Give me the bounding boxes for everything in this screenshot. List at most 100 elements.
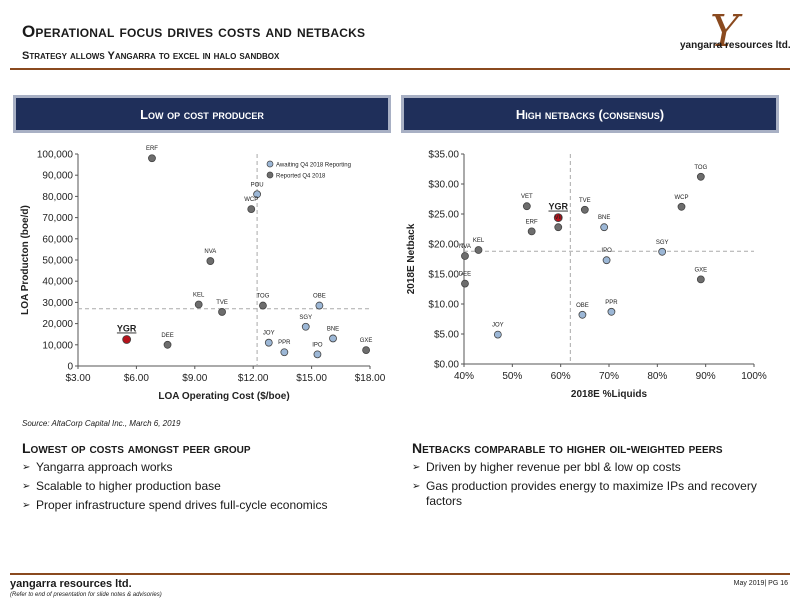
data-label-tve: TVE bbox=[216, 300, 228, 306]
y-tick-label: 90,000 bbox=[42, 171, 73, 182]
right-section-title: Netbacks comparable to higher oil-weight… bbox=[412, 440, 723, 456]
list-item: ➢ Proper infrastructure spend drives full… bbox=[22, 498, 328, 512]
x-tick-label: 60% bbox=[551, 371, 571, 382]
data-label-ygr: YGR bbox=[548, 202, 568, 212]
data-point-obe bbox=[578, 310, 587, 319]
data-point-dee bbox=[163, 340, 172, 349]
x-tick-label: $15.00 bbox=[296, 373, 327, 384]
x-axis-title: 2018E %Liquids bbox=[571, 389, 648, 400]
data-label-joy: JOY bbox=[492, 323, 504, 329]
data-point-tog bbox=[696, 172, 705, 181]
data-label-wcp: WCP bbox=[244, 197, 258, 203]
data-point-nva bbox=[206, 257, 215, 265]
x-tick-label: 70% bbox=[599, 371, 619, 382]
x-tick-label: 100% bbox=[741, 371, 767, 382]
legend-label: Awaiting Q4 2018 Reporting bbox=[276, 163, 351, 169]
y-tick-label: 0 bbox=[67, 362, 73, 373]
data-point-joy bbox=[493, 330, 502, 339]
y-tick-label: $30.00 bbox=[428, 180, 459, 191]
y-tick-label: 60,000 bbox=[42, 234, 73, 245]
x-tick-label: 40% bbox=[454, 371, 474, 382]
data-point-bne bbox=[600, 223, 609, 232]
logo-text: yangarra resources ltd. bbox=[680, 40, 791, 51]
data-point-bne bbox=[329, 334, 337, 343]
x-tick-label: 80% bbox=[647, 371, 667, 382]
data-point-vii bbox=[554, 223, 563, 232]
data-label-nva: NVA bbox=[204, 249, 216, 255]
data-label-dee: DEE bbox=[161, 333, 173, 339]
data-label-tog: TOG bbox=[694, 165, 707, 171]
x-tick-label: 50% bbox=[502, 371, 522, 382]
legend-label: Reported Q4 2018 bbox=[276, 174, 326, 180]
data-label-vet: VET bbox=[521, 194, 533, 200]
x-axis-title: LOA Operating Cost ($/boe) bbox=[158, 391, 289, 402]
data-point-ygr bbox=[553, 213, 563, 222]
left-bullet-list: ➢ Yangarra approach works ➢ Scalable to hi… bbox=[22, 460, 392, 517]
right-bullet-list: ➢ Driven by higher revenue per bbl & low … bbox=[412, 460, 782, 513]
arrow-bullet-icon: ➢ bbox=[412, 462, 421, 473]
list-item: ➢ Yangarra approach works bbox=[22, 460, 173, 474]
company-logo: Y yangarra resources ltd. bbox=[680, 6, 791, 62]
data-label-tve: TVE bbox=[579, 198, 591, 204]
data-point-obe bbox=[315, 301, 324, 310]
data-label-gxe: GXE bbox=[360, 338, 373, 344]
data-label-erf: ERF bbox=[146, 146, 158, 152]
y-tick-label: $20.00 bbox=[428, 240, 459, 251]
y-tick-label: $25.00 bbox=[428, 210, 459, 221]
list-item: ➢ Gas production provides energy to maxim… bbox=[412, 479, 757, 508]
data-point-ipo bbox=[602, 256, 611, 265]
y-tick-label: 10,000 bbox=[42, 340, 73, 351]
data-point-sgy bbox=[301, 322, 310, 331]
data-label-ppr: PPR bbox=[605, 300, 618, 306]
data-point-joy bbox=[264, 338, 273, 347]
page-subtitle: Strategy allows Yangarra to excel in hal… bbox=[22, 50, 280, 62]
data-label-dee: DEE bbox=[459, 272, 471, 278]
x-tick-label: $9.00 bbox=[182, 373, 207, 384]
y-tick-label: $10.00 bbox=[428, 300, 459, 311]
y-tick-label: $15.00 bbox=[428, 270, 459, 281]
data-point-erf bbox=[527, 227, 536, 236]
data-label-bne: BNE bbox=[327, 326, 339, 332]
data-point-ygr bbox=[122, 335, 132, 344]
data-point-kel bbox=[194, 300, 203, 309]
arrow-bullet-icon: ➢ bbox=[22, 500, 31, 511]
x-tick-label: 90% bbox=[696, 371, 716, 382]
y-tick-label: 100,000 bbox=[37, 150, 74, 161]
y-tick-label: $35.00 bbox=[428, 150, 459, 161]
y-tick-label: 30,000 bbox=[42, 298, 73, 309]
data-point-tog bbox=[259, 301, 267, 310]
y-tick-label: 40,000 bbox=[42, 277, 73, 288]
y-axis-title: 2018E Netback bbox=[406, 223, 417, 294]
data-point-gxe bbox=[362, 346, 371, 355]
y-tick-label: 80,000 bbox=[42, 192, 73, 203]
left-banner: Low op cost producer bbox=[13, 95, 391, 133]
y-axis-title: LOA Producton (boe/d) bbox=[20, 205, 31, 315]
data-label-kel: KEL bbox=[473, 238, 485, 244]
data-label-pou: POU bbox=[251, 182, 264, 188]
data-point-ppr bbox=[607, 307, 616, 316]
legend-marker bbox=[266, 160, 274, 168]
data-point-nva bbox=[461, 252, 469, 260]
data-label-obe: OBE bbox=[576, 303, 589, 309]
page-number: May 2019| PG 16 bbox=[733, 580, 788, 587]
data-label-sgy: SGY bbox=[299, 315, 312, 321]
cost-vs-production-chart: $3.00 $6.00 $9.00 $12.00 $15.00 $18.00 0 10,000… bbox=[20, 146, 386, 402]
x-tick-label: $12.00 bbox=[238, 373, 269, 384]
data-label-kel: KEL bbox=[193, 293, 205, 299]
y-tick-label: 50,000 bbox=[42, 256, 73, 267]
data-label-ipo: IPO bbox=[601, 248, 612, 254]
data-point-tve bbox=[218, 308, 226, 316]
data-label-ipo: IPO bbox=[312, 342, 323, 348]
arrow-bullet-icon: ➢ bbox=[412, 481, 421, 492]
data-label-ygr: YGR bbox=[117, 324, 137, 334]
right-banner: High netbacks (consensus) bbox=[401, 95, 779, 133]
legend-marker bbox=[266, 171, 274, 179]
data-point-ipo bbox=[313, 350, 322, 359]
data-point-tve bbox=[580, 205, 589, 214]
data-label-erf: ERF bbox=[526, 219, 538, 225]
data-label-sgy: SGY bbox=[656, 240, 669, 246]
page-title: Operational focus drives costs and netba… bbox=[22, 22, 366, 41]
liquids-vs-netback-chart: 40% 50% 60% 70% 80% 90% 100% $0.00 $5.00 $10.00 $1… bbox=[406, 150, 767, 401]
y-tick-label: $5.00 bbox=[434, 330, 459, 341]
y-tick-label: 20,000 bbox=[42, 319, 73, 330]
